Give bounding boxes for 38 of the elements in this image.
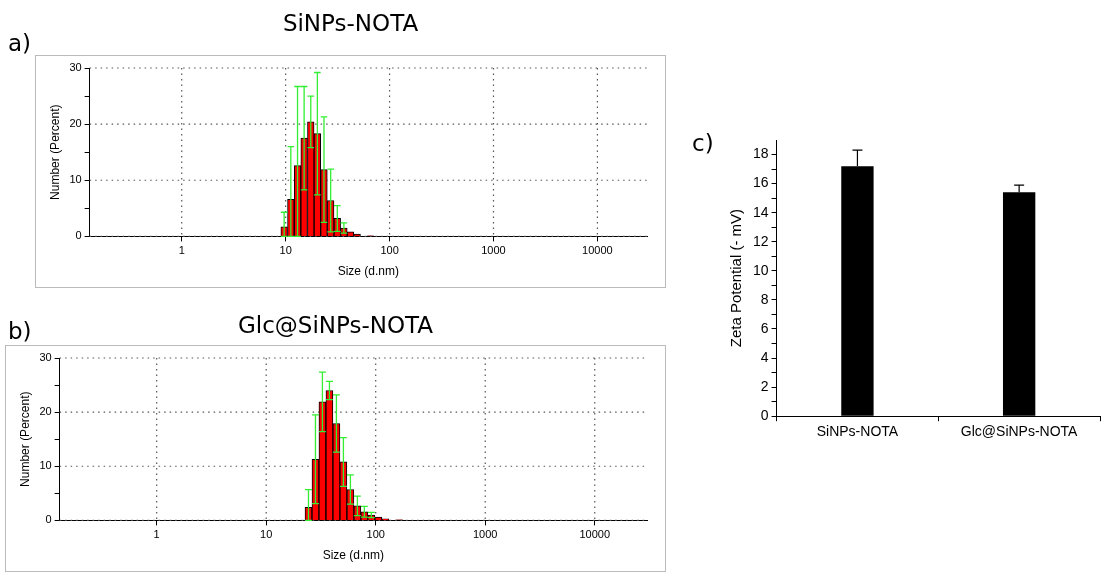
y-tick-label: 0 (760, 407, 769, 424)
x-tick-label: 1000 (472, 528, 498, 541)
x-tick-label: 100 (380, 244, 399, 257)
y-tick-label: 20 (39, 405, 52, 418)
x-tick-label: 100 (366, 528, 385, 541)
y-tick-label: 10 (39, 459, 52, 472)
y-tick-label: 2 (760, 377, 769, 394)
y-tick-label: 30 (69, 61, 82, 74)
y-tick-label: 12 (752, 232, 769, 249)
chart-title: Glc@SiNPs-NOTA (237, 312, 434, 338)
y-axis-title: Zeta Potential (- mV) (727, 208, 745, 348)
x-axis-title: Size (d.nm) (322, 548, 384, 563)
x-tick-label: 10000 (579, 528, 611, 541)
y-tick-label: 20 (69, 117, 82, 130)
y-tick-label: 10 (752, 261, 769, 278)
x-axis-title: Size (d.nm) (337, 264, 399, 279)
y-axis-title: Number (Percent) (17, 391, 32, 487)
x-tick-label: 1 (178, 244, 185, 257)
y-tick-label: 14 (752, 203, 769, 220)
x-tick-label: 10 (279, 244, 292, 257)
x-tick-label: 10000 (582, 244, 613, 257)
x-tick-label: 1000 (481, 244, 506, 257)
y-tick-label: 18 (752, 145, 769, 162)
y-tick-label: 8 (760, 290, 769, 307)
y-tick-label: 4 (760, 348, 769, 365)
text: a) (8, 30, 32, 56)
y-tick-label: 16 (752, 174, 769, 191)
x-tick-label: 1 (153, 528, 160, 541)
y-tick-label: 10 (69, 173, 82, 186)
text: c) (692, 130, 714, 156)
text: b) (8, 318, 32, 344)
chart-title: SiNPs-NOTA (281, 10, 420, 36)
y-tick-label: 6 (760, 319, 769, 336)
y-axis-title: Number (Percent) (47, 104, 62, 200)
y-tick-label: 0 (75, 229, 82, 242)
y-tick-label: 0 (45, 513, 52, 526)
y-tick-label: 30 (39, 351, 52, 364)
x-tick-label: 10 (260, 528, 273, 541)
